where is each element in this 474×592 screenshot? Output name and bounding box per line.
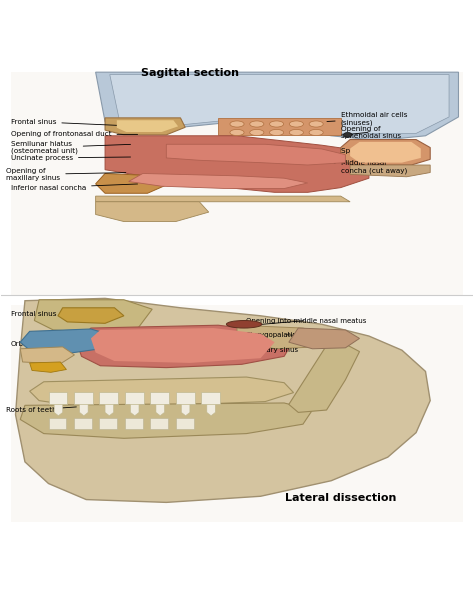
Bar [150,417,168,429]
Polygon shape [20,403,312,438]
Ellipse shape [289,121,303,127]
Ellipse shape [344,133,352,137]
Ellipse shape [250,130,264,136]
Polygon shape [130,404,139,416]
Polygon shape [91,328,275,363]
Bar [48,417,66,429]
Ellipse shape [227,320,262,328]
Polygon shape [96,202,209,221]
Polygon shape [96,72,458,140]
Polygon shape [54,404,63,416]
Bar [201,392,220,404]
Text: Opening of frontonasal duct: Opening of frontonasal duct [11,131,137,137]
Ellipse shape [270,130,283,136]
Polygon shape [35,300,152,333]
Ellipse shape [309,130,323,136]
Text: Frontal sinus: Frontal sinus [11,311,98,317]
Polygon shape [96,173,171,193]
Polygon shape [350,142,421,163]
Ellipse shape [289,130,303,136]
Polygon shape [105,118,185,135]
Polygon shape [16,298,430,503]
Polygon shape [350,165,430,177]
Polygon shape [128,173,308,189]
Polygon shape [289,344,359,413]
Polygon shape [218,118,341,135]
Ellipse shape [230,130,244,136]
Text: Ethmoidal air cells
(sinuses): Ethmoidal air cells (sinuses) [327,112,407,126]
Polygon shape [156,404,164,416]
Polygon shape [117,120,178,132]
Text: Uncinate process: Uncinate process [11,155,130,161]
Polygon shape [182,404,190,416]
Polygon shape [80,404,88,416]
Polygon shape [20,329,110,353]
Bar [176,392,195,404]
Text: Middle nasal
concha (cut away): Middle nasal concha (cut away) [334,160,407,173]
Polygon shape [20,347,74,364]
Bar [74,417,92,429]
Polygon shape [58,308,124,323]
Bar [48,392,67,404]
Polygon shape [166,144,346,165]
Text: Pterygopalatine fossa: Pterygopalatine fossa [246,332,322,337]
Polygon shape [207,404,215,416]
Polygon shape [105,136,369,192]
Text: Frontal sinus: Frontal sinus [11,118,137,126]
Text: Opening into middle nasal meatus: Opening into middle nasal meatus [246,317,367,325]
Ellipse shape [250,121,264,127]
Text: Sagittal section: Sagittal section [141,67,239,78]
Polygon shape [105,404,114,416]
Text: Sphenoidal sinus: Sphenoidal sinus [341,148,401,154]
Bar [125,392,144,404]
Text: Opening of
sphenoidal sinus: Opening of sphenoidal sinus [341,126,401,139]
Polygon shape [30,377,293,406]
Polygon shape [341,140,430,165]
Polygon shape [77,325,293,368]
Polygon shape [30,362,66,372]
Polygon shape [110,75,449,133]
Text: Semilunar hiatus
(osteomeatal unit): Semilunar hiatus (osteomeatal unit) [11,141,130,155]
Bar [176,417,194,429]
Text: Roots of teeth: Roots of teeth [6,407,76,413]
Ellipse shape [309,121,323,127]
Text: Inferior nasal concha: Inferior nasal concha [11,184,137,191]
Text: Opening of
maxillary sinus: Opening of maxillary sinus [6,168,126,181]
Ellipse shape [270,121,283,127]
Bar [11,72,463,296]
Polygon shape [289,328,359,349]
Bar [11,305,463,522]
Ellipse shape [230,121,244,127]
Bar [100,417,117,429]
Bar [100,392,118,404]
Text: Maxillary sinus: Maxillary sinus [235,347,299,353]
Text: Lateral dissection: Lateral dissection [285,493,396,503]
Polygon shape [96,196,350,202]
Bar [150,392,169,404]
Bar [74,392,93,404]
Text: Orbit: Orbit [11,341,57,347]
Bar [125,417,143,429]
Polygon shape [237,325,331,349]
